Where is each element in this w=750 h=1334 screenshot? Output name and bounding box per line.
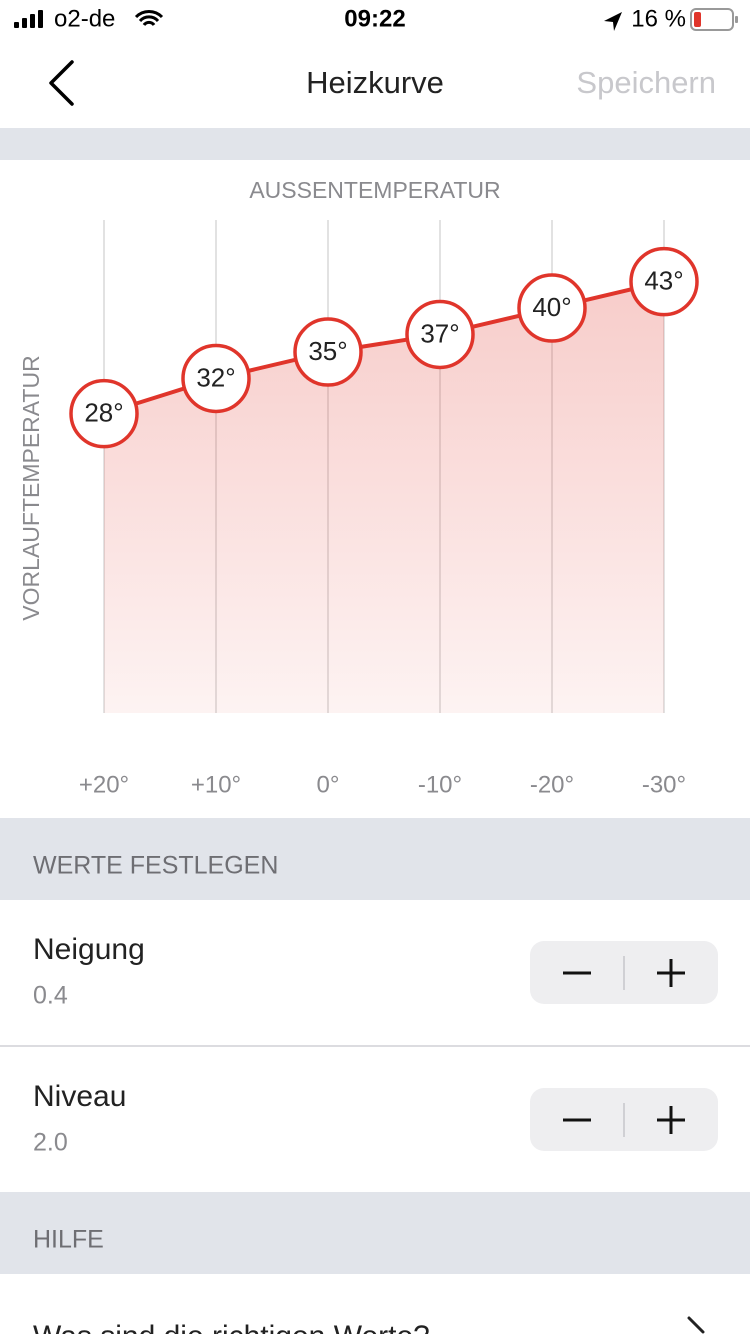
stepper (530, 941, 718, 1004)
chart-title: AUSSENTEMPERATUR (249, 177, 500, 203)
section-title: WERTE FESTLEGEN (33, 852, 278, 880)
clock: 09:22 (344, 5, 405, 32)
section-title: HILFE (33, 1226, 104, 1254)
x-tick-label: -30° (642, 771, 686, 798)
battery-icon (690, 8, 738, 31)
location-icon (604, 12, 622, 31)
setting-value: 2.0 (33, 1129, 68, 1157)
chart: AUSSENTEMPERATUR VORLAUFTEMPERATUR +20° +… (18, 177, 699, 798)
value-label: 43° (644, 266, 683, 296)
x-tick-label: +10° (191, 771, 241, 798)
point (517, 273, 587, 343)
section-header (0, 1192, 750, 1274)
help-link[interactable]: Was sind die richtigen Werte? (33, 1320, 430, 1334)
y-axis-label: VORLAUFTEMPERATUR (18, 355, 44, 620)
increment-button[interactable] (657, 1106, 685, 1134)
battery-text: 16 % (631, 5, 686, 32)
signal-icon (14, 10, 43, 28)
x-tick-label: -10° (418, 771, 462, 798)
area (104, 281, 664, 713)
x-tick-label: -20° (530, 771, 574, 798)
value-label: 37° (420, 318, 459, 348)
value-label: 40° (532, 292, 571, 322)
section-band (0, 128, 750, 160)
setting-label: Neigung (33, 933, 145, 966)
save-button[interactable]: Speichern (576, 65, 716, 100)
setting-value: 0.4 (33, 982, 68, 1010)
value-label: 28° (84, 398, 123, 428)
setting-label: Niveau (33, 1080, 126, 1113)
point (293, 317, 363, 387)
point (629, 246, 699, 317)
x-tick-label: 0° (317, 771, 340, 798)
back-button[interactable] (49, 60, 74, 106)
x-tick-label: +20° (79, 771, 129, 798)
wifi-icon (134, 10, 164, 27)
point (181, 343, 251, 414)
point (405, 299, 475, 370)
increment-button[interactable] (657, 959, 685, 987)
section-header (0, 818, 750, 900)
chevron (687, 1316, 705, 1334)
stepper (530, 1088, 718, 1151)
value-label: 35° (308, 336, 347, 366)
point (69, 378, 139, 449)
carrier: o2-de (54, 5, 115, 32)
value-label: 32° (196, 362, 235, 392)
nav-title: Heizkurve (306, 65, 444, 100)
